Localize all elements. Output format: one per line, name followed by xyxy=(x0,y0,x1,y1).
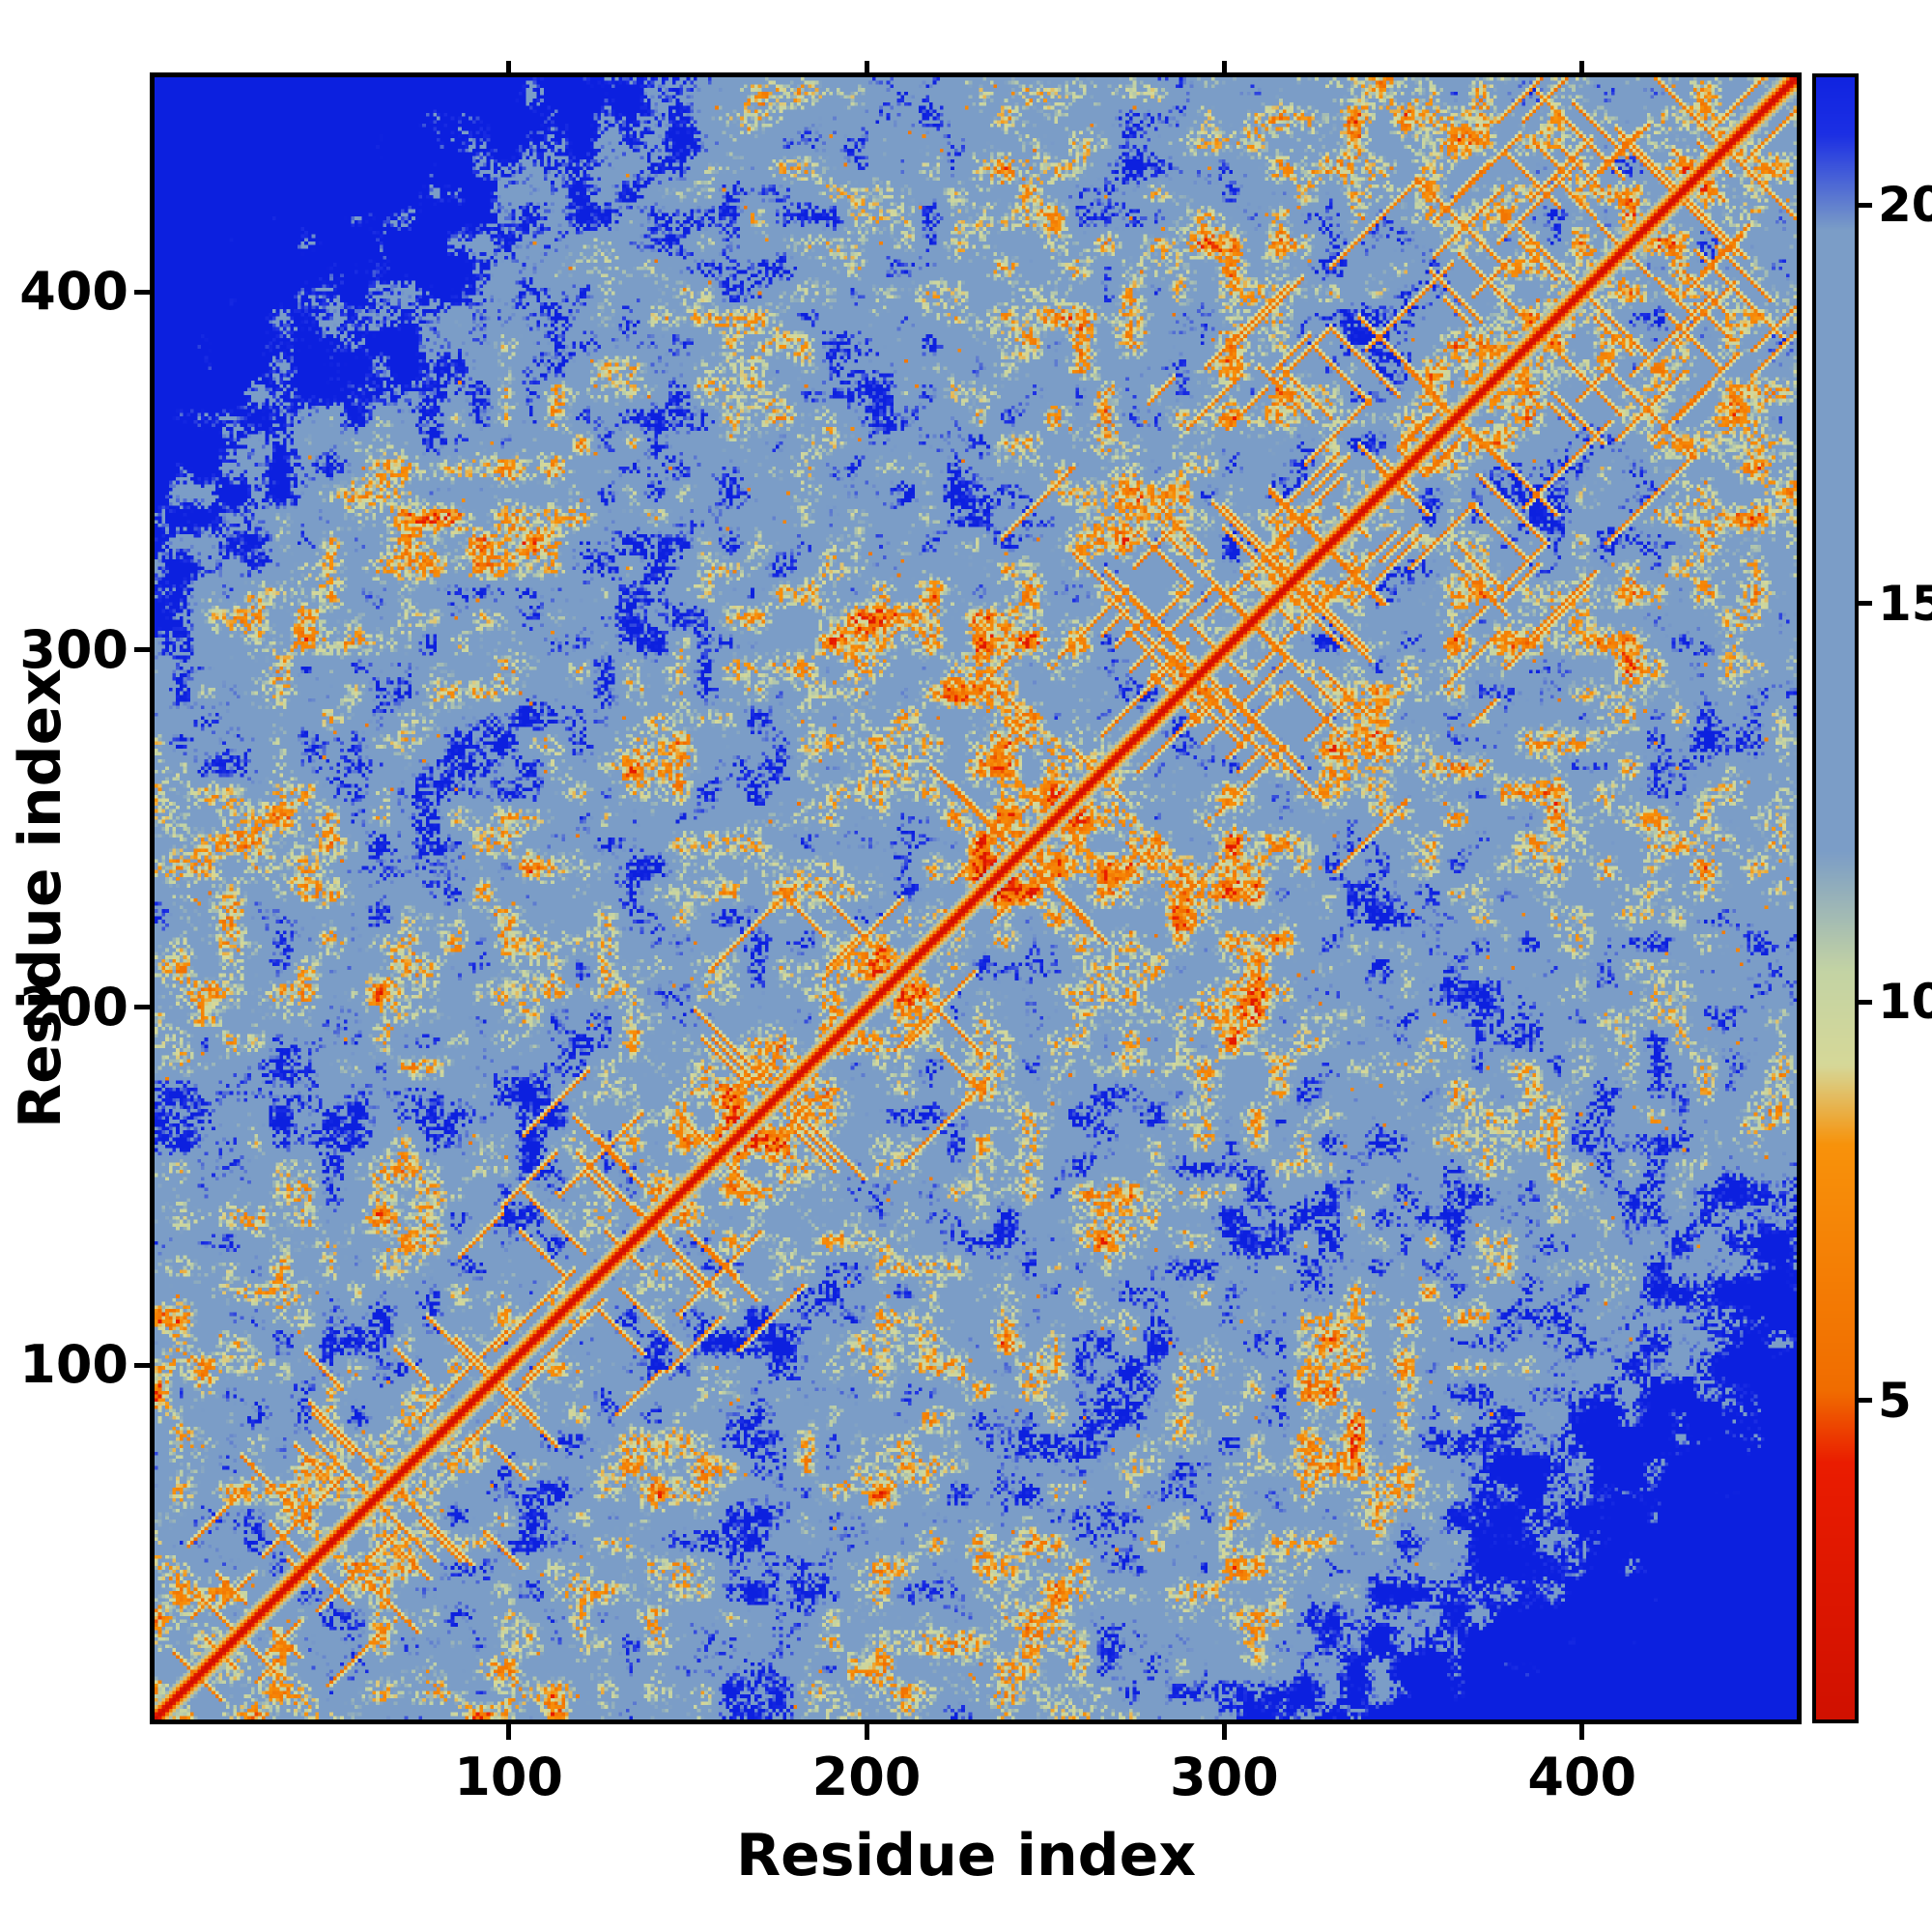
y-tick-label: 200 xyxy=(19,976,128,1037)
x-tick-label: 400 xyxy=(1527,1747,1637,1807)
x-tick-mark xyxy=(1221,1724,1227,1740)
x-top-tick-mark xyxy=(1221,61,1227,72)
y-axis-label: Residue index xyxy=(7,668,74,1129)
colorbar-tick-label: 20 xyxy=(1878,177,1932,234)
colorbar-tick-label: 10 xyxy=(1878,974,1932,1031)
y-tick-label: 300 xyxy=(19,618,128,680)
y-tick-mark xyxy=(134,289,150,295)
x-tick-label: 300 xyxy=(1170,1747,1279,1807)
y-tick-label: 400 xyxy=(19,261,128,323)
x-tick-mark xyxy=(864,1724,869,1740)
colorbar-canvas xyxy=(1812,73,1859,1723)
x-tick-label: 200 xyxy=(811,1747,922,1807)
colorbar-tick-mark xyxy=(1859,601,1872,607)
x-axis-label: Residue index xyxy=(735,1822,1197,1889)
x-tick-mark xyxy=(506,1724,512,1740)
colorbar-tick-label: 5 xyxy=(1878,1372,1912,1429)
colorbar-tick-mark xyxy=(1859,1398,1872,1404)
x-top-tick-mark xyxy=(506,61,512,72)
y-tick-mark xyxy=(134,1362,150,1368)
y-tick-mark xyxy=(134,1005,150,1010)
colorbar-tick-mark xyxy=(1859,999,1872,1005)
x-top-tick-mark xyxy=(864,61,869,72)
colorbar-tick-mark xyxy=(1859,202,1872,208)
x-tick-mark xyxy=(1579,1724,1585,1740)
heatmap-canvas xyxy=(150,72,1802,1724)
colorbar-tick-label: 15 xyxy=(1878,575,1932,632)
y-tick-mark xyxy=(134,647,150,653)
x-tick-label: 100 xyxy=(454,1747,564,1807)
y-tick-label: 100 xyxy=(19,1334,128,1396)
x-top-tick-mark xyxy=(1579,61,1585,72)
